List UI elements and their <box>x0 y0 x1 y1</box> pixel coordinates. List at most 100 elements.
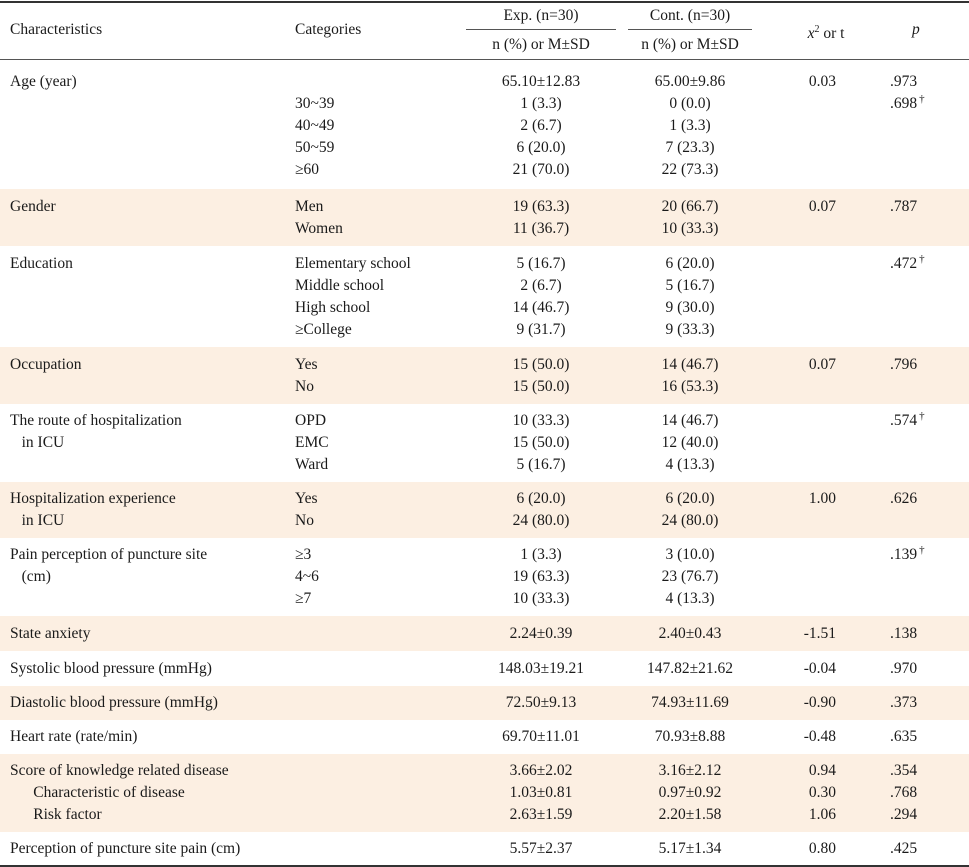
category-label: 50~59 <box>295 139 335 156</box>
p-value: .138 <box>890 623 942 645</box>
stat-value: 1.06 <box>808 806 836 823</box>
header-exp-sub: n (%) or M±SD <box>492 36 590 53</box>
category-label: ≥3 <box>295 546 312 563</box>
stat-value: -0.04 <box>803 660 836 677</box>
row-group-band <box>0 482 969 538</box>
cont-value: 16 (53.3) <box>661 378 719 395</box>
p-value-text: .354 <box>890 762 918 779</box>
p-value: .787 <box>890 196 942 218</box>
exp-value: 14 (46.7) <box>512 299 570 316</box>
exp-value: 1 (3.3) <box>520 546 562 563</box>
p-value-text: .787 <box>890 198 918 215</box>
exp-value: 21 (70.0) <box>512 161 570 178</box>
category-label: Yes <box>295 356 318 373</box>
row-group-band <box>0 686 969 720</box>
cont-value: 10 (33.3) <box>661 220 719 237</box>
category-label: 40~49 <box>295 117 335 134</box>
header-stat-x: x <box>807 25 815 43</box>
characteristic-label: Occupation <box>10 356 82 373</box>
category-label: High school <box>295 299 371 316</box>
stat-value: 0.03 <box>808 73 836 90</box>
stat-value: 0.94 <box>808 762 836 779</box>
cont-value: 4 (13.3) <box>665 456 715 473</box>
exp-value: 24 (80.0) <box>512 512 570 529</box>
exp-value: 5.57±2.37 <box>509 840 573 857</box>
exp-value: 2 (6.7) <box>520 117 562 134</box>
category-label: ≥60 <box>295 161 320 178</box>
cont-value: 1 (3.3) <box>669 117 711 134</box>
p-value-text: .698 <box>890 95 918 112</box>
exp-value: 5 (16.7) <box>516 255 566 272</box>
category-label: Middle school <box>295 277 385 294</box>
characteristic-label: Diastolic blood pressure (mmHg) <box>10 694 218 711</box>
p-value: .635 <box>890 726 942 748</box>
exp-value: 10 (33.3) <box>512 412 570 429</box>
cont-value: 70.93±8.88 <box>654 728 726 745</box>
stat-value: 0.07 <box>808 198 836 215</box>
p-value-text: .425 <box>890 840 918 857</box>
category-label: 30~39 <box>295 95 335 112</box>
p-value-text: .635 <box>890 728 918 745</box>
category-label: No <box>295 512 314 529</box>
table-top-rule <box>0 1 969 3</box>
characteristic-label: in ICU <box>10 434 65 451</box>
stat-value: 1.00 <box>808 490 836 507</box>
exp-value: 15 (50.0) <box>512 356 570 373</box>
category-label: Elementary school <box>295 255 411 272</box>
cont-value: 0 (0.0) <box>669 95 711 112</box>
cont-value: 74.93±11.69 <box>651 694 729 711</box>
characteristic-label: Perception of puncture site pain (cm) <box>10 840 241 857</box>
cont-value: 9 (30.0) <box>665 299 715 316</box>
dagger-mark: † <box>919 252 925 265</box>
p-value: .373 <box>890 692 942 714</box>
exp-value: 1.03±0.81 <box>509 784 573 801</box>
cont-value: 24 (80.0) <box>661 512 719 529</box>
cont-value: 2.20±1.58 <box>658 806 722 823</box>
cont-value: 6 (20.0) <box>665 255 715 272</box>
p-value: .768 <box>890 782 942 804</box>
cont-value: 3 (10.0) <box>665 546 715 563</box>
stat-value: -1.51 <box>803 625 836 642</box>
exp-value: 2 (6.7) <box>520 277 562 294</box>
p-value-text: .294 <box>890 806 918 823</box>
p-value: .472 † <box>890 253 942 275</box>
p-value: .698 † <box>890 93 942 115</box>
header-stat-rest: or t <box>819 25 845 43</box>
cont-value: 6 (20.0) <box>665 490 715 507</box>
characteristic-label: Gender <box>10 198 56 215</box>
exp-value: 19 (63.3) <box>512 568 570 585</box>
p-value: .796 <box>890 354 942 376</box>
stat-value: -0.90 <box>803 694 836 711</box>
cont-value: 7 (23.3) <box>665 139 715 156</box>
cont-value: 23 (76.7) <box>661 568 719 585</box>
category-label: Men <box>295 198 324 215</box>
header-characteristics: Characteristics <box>10 21 103 38</box>
category-label: OPD <box>295 412 327 429</box>
exp-value: 69.70±11.01 <box>502 728 580 745</box>
p-value-text: .973 <box>890 73 918 90</box>
cont-value: 9 (33.3) <box>665 321 715 338</box>
characteristic-label: in ICU <box>10 512 65 529</box>
category-label: ≥7 <box>295 590 312 607</box>
p-value-text: .768 <box>890 784 918 801</box>
exp-value: 15 (50.0) <box>512 378 570 395</box>
characteristic-label: Education <box>10 255 73 272</box>
exp-value: 19 (63.3) <box>512 198 570 215</box>
cont-value: 2.40±0.43 <box>658 625 722 642</box>
p-value: .973 <box>890 71 942 93</box>
characteristic-label: Pain perception of puncture site <box>10 546 208 563</box>
exp-value: 65.10±12.83 <box>501 73 581 90</box>
exp-subrule <box>466 29 616 30</box>
header-cont-group: Cont. (n=30) <box>649 7 731 24</box>
dagger-mark: † <box>919 92 925 105</box>
characteristic-label: The route of hospitalization <box>10 412 182 429</box>
header-categories: Categories <box>295 21 362 38</box>
header-exp-group: Exp. (n=30) <box>503 7 579 24</box>
exp-value: 15 (50.0) <box>512 434 570 451</box>
table-header-rule <box>0 59 969 60</box>
p-value: .626 <box>890 488 942 510</box>
header-cont-sub: n (%) or M±SD <box>641 36 739 53</box>
characteristic-label: Characteristic of disease <box>10 784 185 801</box>
row-group-band <box>0 616 969 651</box>
